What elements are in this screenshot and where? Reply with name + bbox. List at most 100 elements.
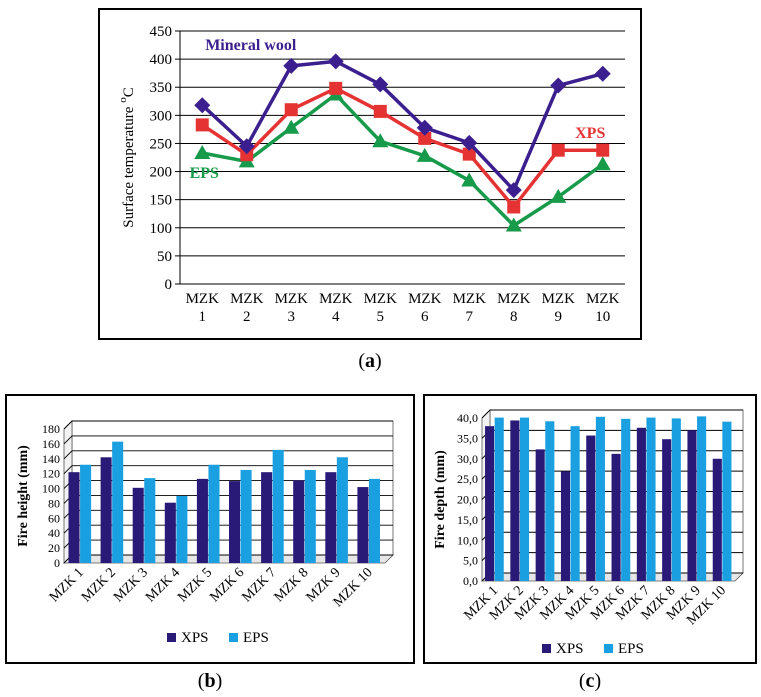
- x-tick-label: MZK: [319, 291, 353, 307]
- data-point-triangle: [194, 145, 211, 160]
- y-tick-label: 300: [150, 108, 173, 124]
- x-tick-label: 8: [510, 309, 518, 325]
- data-point-square: [329, 81, 343, 95]
- bar: [519, 417, 530, 581]
- y-tick-label: 20,0: [457, 493, 478, 507]
- caption-a-letter: a: [365, 350, 375, 372]
- x-tick-label: 9: [555, 309, 563, 325]
- bar: [687, 430, 697, 581]
- data-point-square: [462, 147, 476, 161]
- legend-swatch: [604, 644, 613, 653]
- series-label-xps: XPS: [575, 125, 605, 142]
- y-tick-label: 80: [48, 496, 60, 510]
- bar: [697, 416, 707, 581]
- y-tick-label: 180: [42, 422, 60, 436]
- bar: [595, 416, 605, 581]
- data-point-diamond: [416, 119, 433, 136]
- caption-b: (b): [197, 670, 223, 692]
- y-tick-label: 0: [165, 277, 173, 293]
- y-tick-label: 0,0: [463, 574, 478, 588]
- x-tick-label: MZK 4: [143, 565, 183, 605]
- data-point-triangle: [461, 172, 478, 187]
- legend-swatch: [542, 644, 551, 653]
- bar: [112, 441, 124, 563]
- x-tick-label: 7: [466, 309, 474, 325]
- y-axis-label: Fire depth (mm): [433, 450, 448, 549]
- x-tick-label: MZK: [408, 291, 442, 307]
- data-point-diamond: [594, 65, 611, 82]
- data-point-diamond: [461, 134, 478, 151]
- caption-c: (c): [578, 670, 602, 692]
- data-point-diamond: [327, 53, 344, 70]
- x-tick-label: 2: [243, 309, 251, 325]
- bar: [208, 464, 220, 563]
- bar: [132, 487, 144, 563]
- bar: [336, 457, 348, 563]
- data-point-square: [507, 200, 521, 214]
- data-point-square: [418, 131, 432, 145]
- bar: [240, 469, 252, 563]
- gridline: [63, 450, 393, 460]
- bar: [176, 496, 188, 563]
- legend-label: EPS: [243, 630, 269, 646]
- x-tick-label: MZK: [453, 291, 487, 307]
- y-tick-label: 250: [150, 136, 173, 152]
- x-tick-label: MZK: [275, 291, 309, 307]
- y-tick-label: 160: [42, 437, 60, 451]
- y-tick-label: 150: [150, 193, 173, 209]
- data-point-diamond: [550, 77, 567, 94]
- x-tick-label: 6: [421, 309, 429, 325]
- y-tick-label: 30,0: [457, 452, 478, 466]
- data-point-square: [596, 143, 610, 157]
- x-tick-label: 1: [199, 309, 207, 325]
- y-tick-label: 10,0: [457, 533, 478, 547]
- bar: [80, 464, 92, 563]
- x-tick-label: 4: [332, 309, 340, 325]
- data-point-square: [373, 104, 387, 118]
- bar: [712, 458, 722, 581]
- bar: [304, 469, 316, 563]
- caption-a: (a): [358, 350, 382, 372]
- caption-b-letter: b: [204, 670, 216, 692]
- chart-panel-a: 0 50 100 150 200 250 300 350 400 450 MZK 1 MZK 2 MZK 3 M…: [98, 8, 642, 340]
- data-point-diamond: [505, 182, 522, 199]
- series-line: [201, 86, 603, 209]
- bar: [722, 421, 732, 581]
- bar: [164, 502, 176, 563]
- bar: [144, 478, 156, 563]
- bar: [671, 418, 681, 581]
- y-tick-label: 140: [42, 452, 60, 466]
- data-point-triangle: [550, 188, 567, 203]
- y-tick-label: 40,0: [457, 411, 478, 425]
- bar: [510, 420, 520, 581]
- gridline: [63, 420, 393, 430]
- y-tick-label: 350: [150, 80, 173, 96]
- data-point-square: [195, 118, 209, 132]
- bar: [570, 426, 580, 581]
- y-tick-label: 200: [150, 165, 173, 181]
- legend-label: EPS: [618, 641, 644, 657]
- data-point-diamond: [372, 76, 389, 93]
- data-point-diamond: [238, 138, 255, 155]
- data-point-triangle: [372, 133, 389, 148]
- x-tick-label: 3: [288, 309, 296, 325]
- x-tick-label: MZK: [230, 291, 264, 307]
- bar: [545, 421, 555, 581]
- y-tick-label: 20: [48, 541, 60, 555]
- data-point-square: [284, 103, 298, 117]
- bar: [535, 449, 545, 581]
- y-tick-label: 450: [150, 24, 173, 40]
- data-point-triangle: [594, 156, 611, 171]
- bar: [228, 481, 241, 563]
- data-point-square: [551, 143, 565, 157]
- x-tick-label: MZK 7: [239, 565, 279, 605]
- data-point-diamond: [283, 57, 300, 74]
- data-point-triangle: [505, 217, 522, 232]
- bar: [621, 418, 631, 581]
- y-tick-label: 25,0: [457, 472, 478, 486]
- legend-swatch: [167, 633, 176, 642]
- y-axis-label: Fire height (mm): [16, 445, 31, 547]
